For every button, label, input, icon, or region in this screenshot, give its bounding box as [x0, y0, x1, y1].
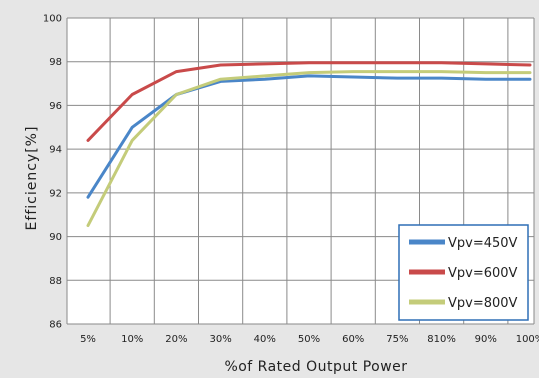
- legend: Vpv=450V Vpv=600V Vpv=800V: [398, 224, 529, 321]
- x-tick-label: 5%: [80, 334, 96, 345]
- legend-label: Vpv=600V: [448, 266, 518, 281]
- x-tick-label: 60%: [342, 334, 364, 345]
- x-tick-label: 90%: [475, 334, 497, 345]
- x-tick-label: 100%: [516, 334, 539, 345]
- y-tick-label: 100: [43, 14, 62, 25]
- x-tick-label: 20%: [165, 334, 187, 345]
- y-tick-label: 90: [49, 232, 62, 243]
- legend-label: Vpv=800V: [448, 296, 518, 311]
- series-line: [86, 61, 532, 142]
- x-tick-label: 50%: [298, 334, 320, 345]
- y-tick-label: 92: [49, 188, 62, 199]
- y-tick-label: 94: [49, 145, 62, 156]
- y-tick-label: 86: [49, 320, 62, 331]
- series-line: [86, 70, 532, 228]
- y-axis-ticks: 86 88 90 92 94 96 98 100: [43, 14, 62, 331]
- x-tick-label: 75%: [386, 334, 408, 345]
- series-line: [86, 74, 532, 199]
- x-tick-label: 810%: [427, 334, 456, 345]
- y-axis-title: Efficiency[%]: [24, 126, 40, 231]
- x-axis-ticks: 5% 10% 20% 30% 40% 50% 60% 75% 810% 90% 100%: [80, 334, 539, 345]
- x-tick-label: 30%: [209, 334, 231, 345]
- x-tick-label: 40%: [254, 334, 276, 345]
- series-lines: [86, 61, 532, 228]
- x-tick-label: 10%: [121, 334, 143, 345]
- y-tick-label: 88: [49, 276, 62, 287]
- y-tick-label: 98: [49, 57, 62, 68]
- legend-label: Vpv=450V: [448, 236, 518, 251]
- y-tick-label: 96: [49, 101, 62, 112]
- x-axis-title: %of Rated Output Power: [224, 359, 407, 375]
